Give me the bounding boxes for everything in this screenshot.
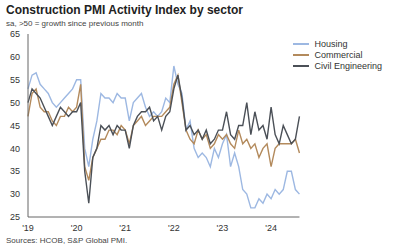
html-text:Housing: Housing xyxy=(314,38,348,49)
svg-text:60: 60 xyxy=(10,52,20,62)
html-text:Civil Engineering: Civil Engineering xyxy=(314,60,382,71)
html-text:Commercial: Commercial xyxy=(314,49,363,60)
svg-text:'24: '24 xyxy=(265,223,277,233)
html-text:Construction PMI Activity Inde: Construction PMI Activity Index by secto… xyxy=(6,3,243,17)
svg-text:'20: '20 xyxy=(71,223,83,233)
svg-text:'22: '22 xyxy=(168,223,180,233)
svg-text:30: 30 xyxy=(10,189,20,199)
svg-text:'19: '19 xyxy=(22,223,34,233)
svg-text:25: 25 xyxy=(10,212,20,222)
svg-text:65: 65 xyxy=(10,30,20,39)
svg-text:50: 50 xyxy=(10,98,20,108)
html-text:Sources: HCOB, S&P Global PMI.: Sources: HCOB, S&P Global PMI. xyxy=(6,236,128,245)
html-text:sa, >50 = growth since previou: sa, >50 = growth since previous month xyxy=(6,19,144,28)
svg-text:'23: '23 xyxy=(217,223,229,233)
svg-text:55: 55 xyxy=(10,75,20,85)
svg-text:40: 40 xyxy=(10,144,20,154)
svg-text:35: 35 xyxy=(10,166,20,176)
svg-text:45: 45 xyxy=(10,121,20,131)
svg-text:'21: '21 xyxy=(119,223,131,233)
